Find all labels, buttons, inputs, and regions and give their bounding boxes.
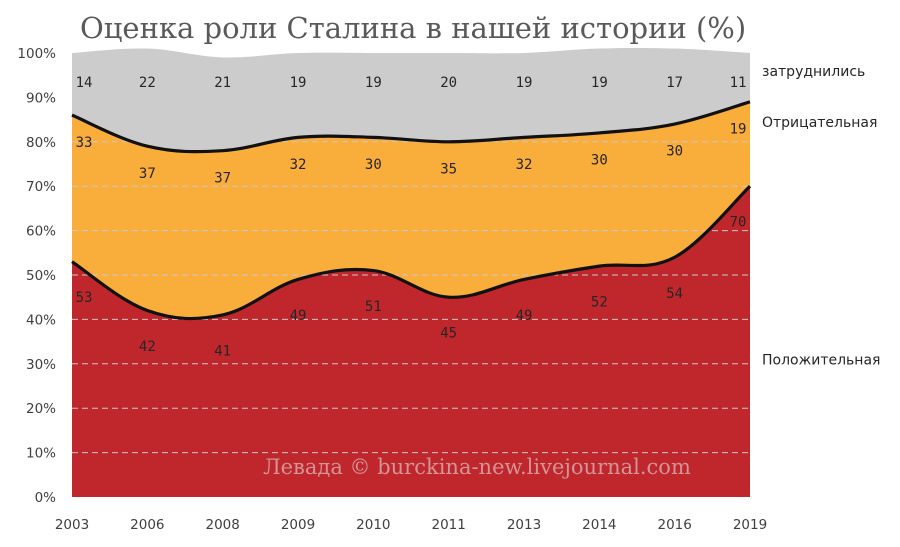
y-tick-label: 40% bbox=[26, 312, 56, 328]
x-tick-label: 2011 bbox=[431, 517, 465, 533]
data-label: 21 bbox=[214, 75, 231, 91]
legend-label: Положительная bbox=[762, 352, 880, 368]
y-tick-label: 80% bbox=[26, 135, 56, 151]
data-label: 19 bbox=[516, 75, 533, 91]
legend-label: Отрицательная bbox=[762, 115, 877, 131]
y-tick-label: 70% bbox=[26, 179, 56, 195]
data-label: 30 bbox=[591, 153, 608, 169]
area-1 bbox=[72, 186, 750, 497]
x-tick-label: 2013 bbox=[507, 517, 541, 533]
x-tick-label: 2008 bbox=[205, 517, 239, 533]
x-tick-label: 2014 bbox=[582, 517, 616, 533]
data-label: 42 bbox=[139, 339, 156, 355]
chart-title: Оценка роли Сталина в нашей истории (%) bbox=[80, 11, 746, 45]
data-label: 70 bbox=[730, 215, 747, 231]
boundary-lines bbox=[71, 100, 752, 321]
data-label: 20 bbox=[440, 75, 457, 91]
y-tick-label: 20% bbox=[26, 401, 56, 417]
data-label: 19 bbox=[730, 121, 747, 137]
x-tick-label: 2010 bbox=[356, 517, 390, 533]
y-tick-label: 10% bbox=[26, 446, 56, 462]
area-3 bbox=[72, 47, 750, 152]
x-tick-label: 2016 bbox=[657, 517, 691, 533]
legend: Положительная Отрицательная затруднились bbox=[762, 64, 880, 369]
x-tick-label: 2009 bbox=[281, 517, 315, 533]
data-label: 37 bbox=[214, 170, 231, 186]
y-tick-label: 0% bbox=[35, 490, 57, 506]
data-label: 22 bbox=[139, 75, 156, 91]
data-label: 52 bbox=[591, 295, 608, 311]
data-label: 30 bbox=[365, 157, 382, 173]
data-label: 19 bbox=[290, 75, 307, 91]
y-tick-label: 100% bbox=[17, 46, 56, 62]
data-label: 41 bbox=[214, 343, 231, 359]
data-label: 32 bbox=[290, 157, 307, 173]
y-axis-tick-labels: 0% 10% 20% 30% 40% 50% 60% 70% 80% 90% 100% bbox=[17, 46, 56, 506]
y-tick-label: 50% bbox=[26, 268, 56, 284]
x-tick-label: 2003 bbox=[55, 517, 89, 533]
data-labels: 53 42 41 49 51 45 49 52 54 70 33 37 37 32 30 35 32 30 30 19… bbox=[76, 75, 747, 360]
y-tick-label: 30% bbox=[26, 357, 56, 373]
data-label: 53 bbox=[76, 290, 93, 306]
data-label: 19 bbox=[591, 75, 608, 91]
data-label: 14 bbox=[76, 75, 93, 91]
data-label: 49 bbox=[516, 308, 533, 324]
data-label: 19 bbox=[365, 75, 382, 91]
legend-label: затруднились bbox=[762, 64, 865, 80]
series-areas bbox=[72, 47, 750, 497]
data-label: 33 bbox=[76, 135, 93, 151]
data-label: 37 bbox=[139, 166, 156, 182]
data-label: 17 bbox=[666, 75, 683, 91]
watermark: Левада © burckina-new.livejournal.com bbox=[263, 455, 691, 479]
data-label: 35 bbox=[440, 161, 457, 177]
x-tick-label: 2006 bbox=[130, 517, 164, 533]
data-label: 54 bbox=[666, 286, 683, 302]
data-label: 45 bbox=[440, 326, 457, 342]
boundary-line bbox=[71, 185, 752, 321]
area-2 bbox=[72, 101, 750, 319]
y-tick-label: 90% bbox=[26, 90, 56, 106]
x-axis-tick-labels: 2003 2006 2008 2009 2010 2011 2013 2014 2016 2019 bbox=[55, 517, 767, 533]
data-label: 49 bbox=[290, 308, 307, 324]
data-label: 11 bbox=[730, 75, 747, 91]
boundary-line bbox=[71, 100, 751, 154]
x-tick-label: 2019 bbox=[733, 517, 767, 533]
data-label: 32 bbox=[516, 157, 533, 173]
y-tick-label: 60% bbox=[26, 224, 56, 240]
data-label: 30 bbox=[666, 144, 683, 160]
data-label: 51 bbox=[365, 299, 382, 315]
